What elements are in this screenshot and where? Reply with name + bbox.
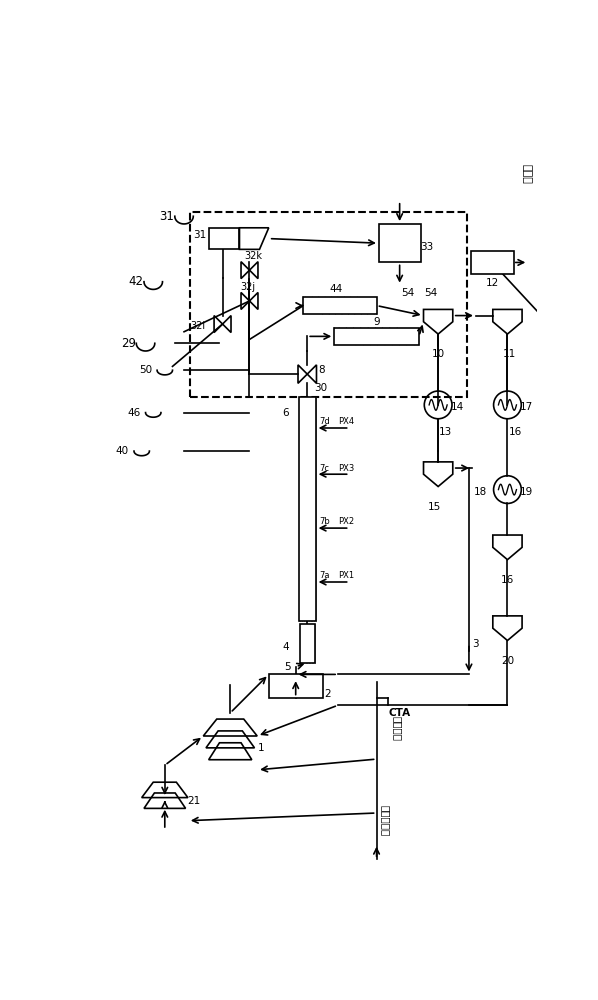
Text: 11: 11 [502,349,515,359]
Text: 31: 31 [193,231,206,240]
Text: 54: 54 [424,288,437,298]
Bar [269,674,323,698]
Text: 16: 16 [508,427,522,437]
Text: 32j: 32j [240,282,255,292]
Text: 12: 12 [486,278,499,288]
Text: 聚合物: 聚合物 [521,164,532,184]
Text: 46: 46 [127,408,141,418]
Text: 29: 29 [121,337,136,350]
Text: 32k: 32k [245,251,263,261]
Text: 31: 31 [160,210,175,223]
Text: 40: 40 [116,446,129,456]
Text: PX4: PX4 [338,417,354,426]
Text: 50: 50 [139,365,152,375]
Text: 2: 2 [325,689,331,699]
Text: 21: 21 [187,796,201,806]
Text: 7b: 7b [319,517,330,526]
Text: 9: 9 [373,317,380,327]
Bar [299,397,316,620]
Text: CTA: CTA [388,708,410,718]
Bar [300,624,315,663]
Text: 共聚单体: 共聚单体 [392,716,402,741]
Bar [209,228,239,249]
Text: 33: 33 [420,242,433,252]
Bar [379,224,421,262]
Text: 6: 6 [282,408,289,418]
Text: PX1: PX1 [338,571,354,580]
Text: 30: 30 [315,383,328,393]
Text: 17: 17 [520,402,533,412]
Text: PX3: PX3 [338,464,354,473]
Text: 32i: 32i [190,321,206,331]
Text: 15: 15 [428,502,441,512]
Text: 3: 3 [472,639,478,649]
Text: 14: 14 [451,402,464,412]
Text: PX2: PX2 [338,517,354,526]
Bar [334,328,419,345]
Text: 10: 10 [432,349,445,359]
Text: 19: 19 [520,487,533,497]
Text: 20: 20 [501,656,514,666]
Text: 新鲜的乙烯: 新鲜的乙烯 [381,805,390,836]
Text: 7c: 7c [319,464,329,473]
Text: 13: 13 [439,427,453,437]
Text: 1: 1 [258,743,264,753]
Bar [190,212,468,397]
Text: 4: 4 [282,642,289,652]
Text: 7a: 7a [319,571,330,580]
Text: 8: 8 [318,365,325,375]
Text: 42: 42 [129,275,144,288]
Bar [471,251,514,274]
Text: 54: 54 [401,288,414,298]
Text: 44: 44 [329,284,343,294]
Text: 7d: 7d [319,417,330,426]
Bar [303,297,377,314]
Text: 16: 16 [501,575,514,585]
Text: 18: 18 [474,487,487,497]
Text: 5: 5 [285,662,291,672]
